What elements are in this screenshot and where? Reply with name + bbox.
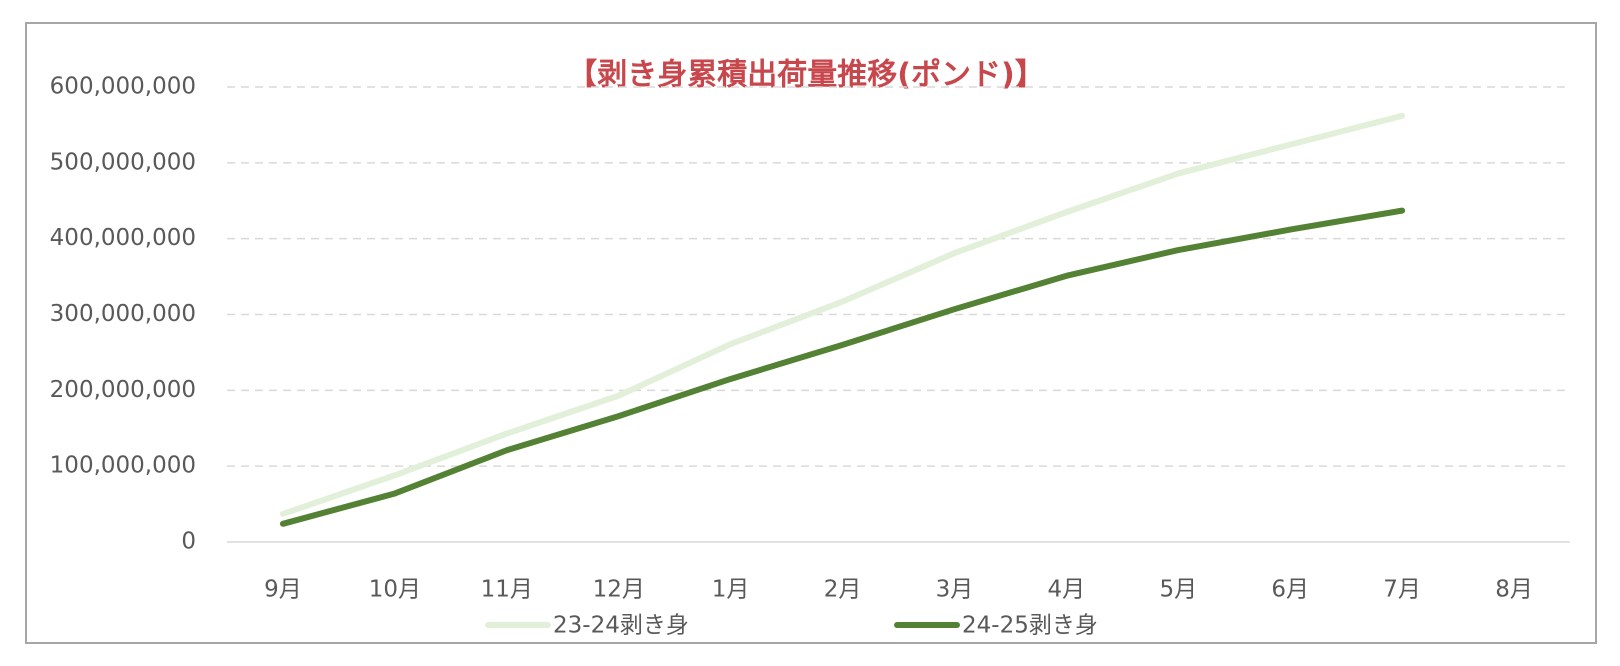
legend-label: 24-25剥き身 [962,613,1098,639]
series-line [279,112,1406,517]
y-tick-label: 500,000,000 [50,149,196,175]
x-tick-label: 9月 [264,577,302,603]
x-tick-label: 5月 [1159,577,1197,603]
x-tick-label: 4月 [1048,577,1086,603]
x-tick-label: 11月 [481,577,533,603]
y-tick-label: 300,000,000 [50,301,196,327]
x-tick-label: 8月 [1495,577,1533,603]
x-tick-label: 6月 [1271,577,1309,603]
chart-frame [25,22,1597,644]
legend-label: 23-24剥き身 [553,613,689,639]
x-tick-label: 2月 [824,577,862,603]
x-tick-label: 7月 [1383,577,1421,603]
series-line [279,207,1406,527]
y-tick-label: 200,000,000 [50,377,196,403]
y-tick-label: 100,000,000 [50,453,196,479]
x-tick-label: 10月 [369,577,421,603]
y-tick-label: 400,000,000 [50,225,196,251]
y-tick-label: 0 [181,529,196,555]
x-tick-label: 1月 [712,577,750,603]
y-tick-label: 600,000,000 [50,74,196,100]
x-tick-label: 12月 [593,577,645,603]
x-tick-label: 3月 [936,577,974,603]
